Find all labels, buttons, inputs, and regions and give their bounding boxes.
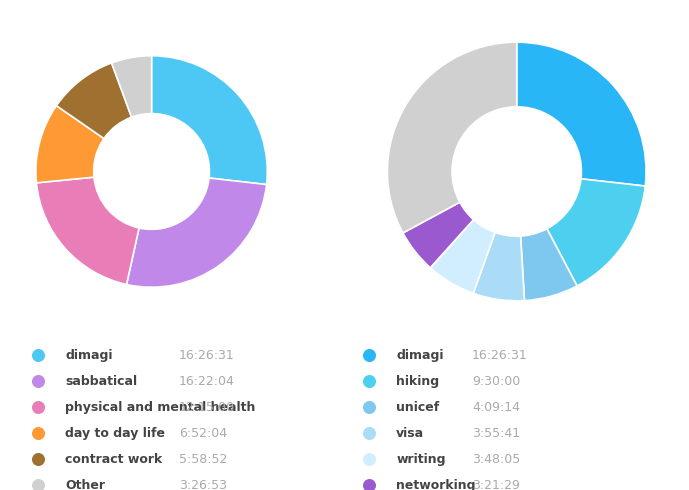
Point	[32, 403, 43, 411]
Wedge shape	[112, 56, 152, 117]
Text: 9:30:00: 9:30:00	[472, 375, 520, 388]
Text: 16:26:31: 16:26:31	[472, 349, 528, 362]
Text: physical and mental health: physical and mental health	[65, 401, 256, 414]
Text: 3:48:05: 3:48:05	[472, 453, 520, 466]
Point	[363, 481, 374, 489]
Text: dimagi: dimagi	[396, 349, 444, 362]
Text: Other: Other	[65, 479, 105, 490]
Wedge shape	[387, 42, 517, 233]
Text: 4:09:14: 4:09:14	[472, 401, 520, 414]
Point	[363, 377, 374, 385]
Wedge shape	[431, 220, 495, 294]
Wedge shape	[403, 202, 473, 268]
Point	[32, 429, 43, 437]
Point	[363, 429, 374, 437]
Text: 5:58:52: 5:58:52	[179, 453, 227, 466]
Text: day to day life: day to day life	[65, 427, 165, 440]
Wedge shape	[473, 232, 524, 301]
Text: 16:22:04: 16:22:04	[179, 375, 235, 388]
Wedge shape	[517, 42, 646, 186]
Text: 6:52:04: 6:52:04	[179, 427, 227, 440]
Text: sabbatical: sabbatical	[65, 375, 138, 388]
Point	[32, 481, 43, 489]
Point	[363, 455, 374, 463]
Wedge shape	[36, 106, 104, 183]
Text: dimagi: dimagi	[65, 349, 113, 362]
Point	[32, 455, 43, 463]
Point	[32, 351, 43, 359]
Text: contract work: contract work	[65, 453, 163, 466]
Text: hiking: hiking	[396, 375, 440, 388]
Wedge shape	[547, 179, 646, 286]
Text: 3:26:53: 3:26:53	[179, 479, 227, 490]
Point	[363, 403, 374, 411]
Text: 3:55:41: 3:55:41	[472, 427, 520, 440]
Text: 12:15:00: 12:15:00	[179, 401, 235, 414]
Text: unicef: unicef	[396, 401, 440, 414]
Wedge shape	[56, 63, 132, 139]
Text: writing: writing	[396, 453, 446, 466]
Text: 3:21:29: 3:21:29	[472, 479, 520, 490]
Point	[32, 377, 43, 385]
Wedge shape	[152, 56, 267, 185]
Wedge shape	[521, 229, 577, 301]
Point	[363, 351, 374, 359]
Text: visa: visa	[396, 427, 424, 440]
Text: 16:26:31: 16:26:31	[179, 349, 235, 362]
Text: networking: networking	[396, 479, 475, 490]
Wedge shape	[127, 178, 267, 287]
Wedge shape	[37, 177, 139, 285]
